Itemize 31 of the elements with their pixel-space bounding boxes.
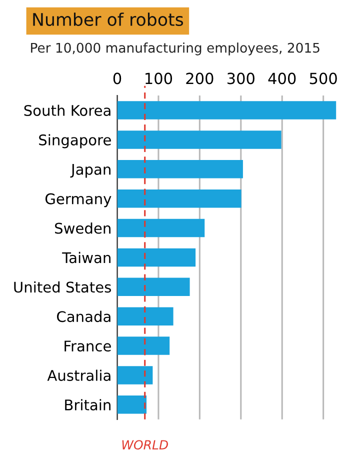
- chart-title: Number of robots: [33, 12, 184, 26]
- y-tick-label: Germany: [45, 193, 112, 208]
- bar: [117, 189, 242, 208]
- bar: [117, 307, 174, 326]
- y-tick-label: Sweden: [55, 222, 110, 234]
- bar: [117, 130, 282, 149]
- bar: [117, 101, 336, 120]
- y-tick-label: Canada: [57, 310, 110, 322]
- y-tick-label: Singapore: [39, 134, 111, 148]
- bar: [117, 396, 147, 414]
- x-tick-label: 500: [310, 72, 337, 84]
- x-tick-label: 100: [146, 72, 172, 84]
- bar: [117, 278, 190, 296]
- x-tick-label: 0: [113, 72, 122, 84]
- ref-line-label: WORLD: [122, 440, 168, 450]
- bar: [117, 218, 205, 238]
- y-tick-label: United States: [14, 281, 111, 293]
- y-tick-label: Taiwan: [62, 252, 110, 264]
- bar: [117, 366, 153, 384]
- y-tick-label: Australia: [47, 370, 110, 381]
- y-tick-label: France: [64, 340, 111, 352]
- bar: [117, 336, 170, 355]
- y-tick-label: South Korea: [24, 104, 110, 116]
- bar: [117, 160, 243, 178]
- chart-subtitle: Per 10,000 manufacturing employees, 2015: [31, 42, 320, 56]
- x-tick-label: 400: [268, 72, 296, 84]
- y-tick-label: Japan: [70, 164, 110, 178]
- x-tick-label: 300: [227, 72, 254, 84]
- bar: [117, 248, 196, 267]
- y-tick-label: Britain: [65, 399, 110, 410]
- x-tick-label: 200: [186, 72, 214, 84]
